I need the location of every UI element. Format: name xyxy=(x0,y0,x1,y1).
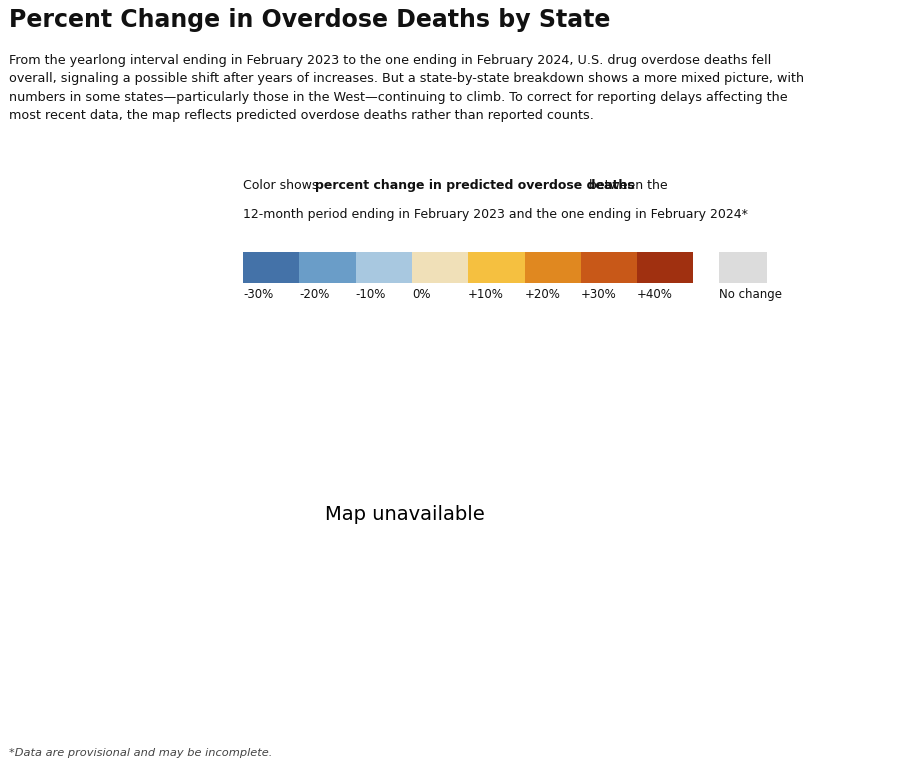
Text: +30%: +30% xyxy=(580,288,616,301)
Bar xyxy=(300,252,356,283)
Text: Map unavailable: Map unavailable xyxy=(325,505,485,524)
Text: From the yearlong interval ending in February 2023 to the one ending in February: From the yearlong interval ending in Feb… xyxy=(9,54,804,122)
Text: 0%: 0% xyxy=(412,288,430,301)
Text: percent change in predicted overdose deaths: percent change in predicted overdose dea… xyxy=(316,179,635,193)
Text: +40%: +40% xyxy=(637,288,673,301)
Text: between the: between the xyxy=(585,179,668,193)
Bar xyxy=(718,252,767,283)
Bar xyxy=(525,252,580,283)
Text: Color shows: Color shows xyxy=(243,179,322,193)
Bar xyxy=(468,252,525,283)
Text: *Data are provisional and may be incomplete.: *Data are provisional and may be incompl… xyxy=(9,748,273,758)
Text: -10%: -10% xyxy=(356,288,386,301)
Text: +10%: +10% xyxy=(468,288,504,301)
Text: No change: No change xyxy=(718,288,781,301)
Text: Percent Change in Overdose Deaths by State: Percent Change in Overdose Deaths by Sta… xyxy=(9,8,610,32)
Text: +20%: +20% xyxy=(525,288,561,301)
Bar xyxy=(243,252,300,283)
Bar xyxy=(580,252,637,283)
Bar xyxy=(356,252,412,283)
Text: -30%: -30% xyxy=(243,288,274,301)
Bar xyxy=(412,252,468,283)
Text: -20%: -20% xyxy=(300,288,329,301)
Text: 12-month period ending in February 2023 and the one ending in February 2024*: 12-month period ending in February 2023 … xyxy=(243,207,748,221)
Bar xyxy=(637,252,694,283)
